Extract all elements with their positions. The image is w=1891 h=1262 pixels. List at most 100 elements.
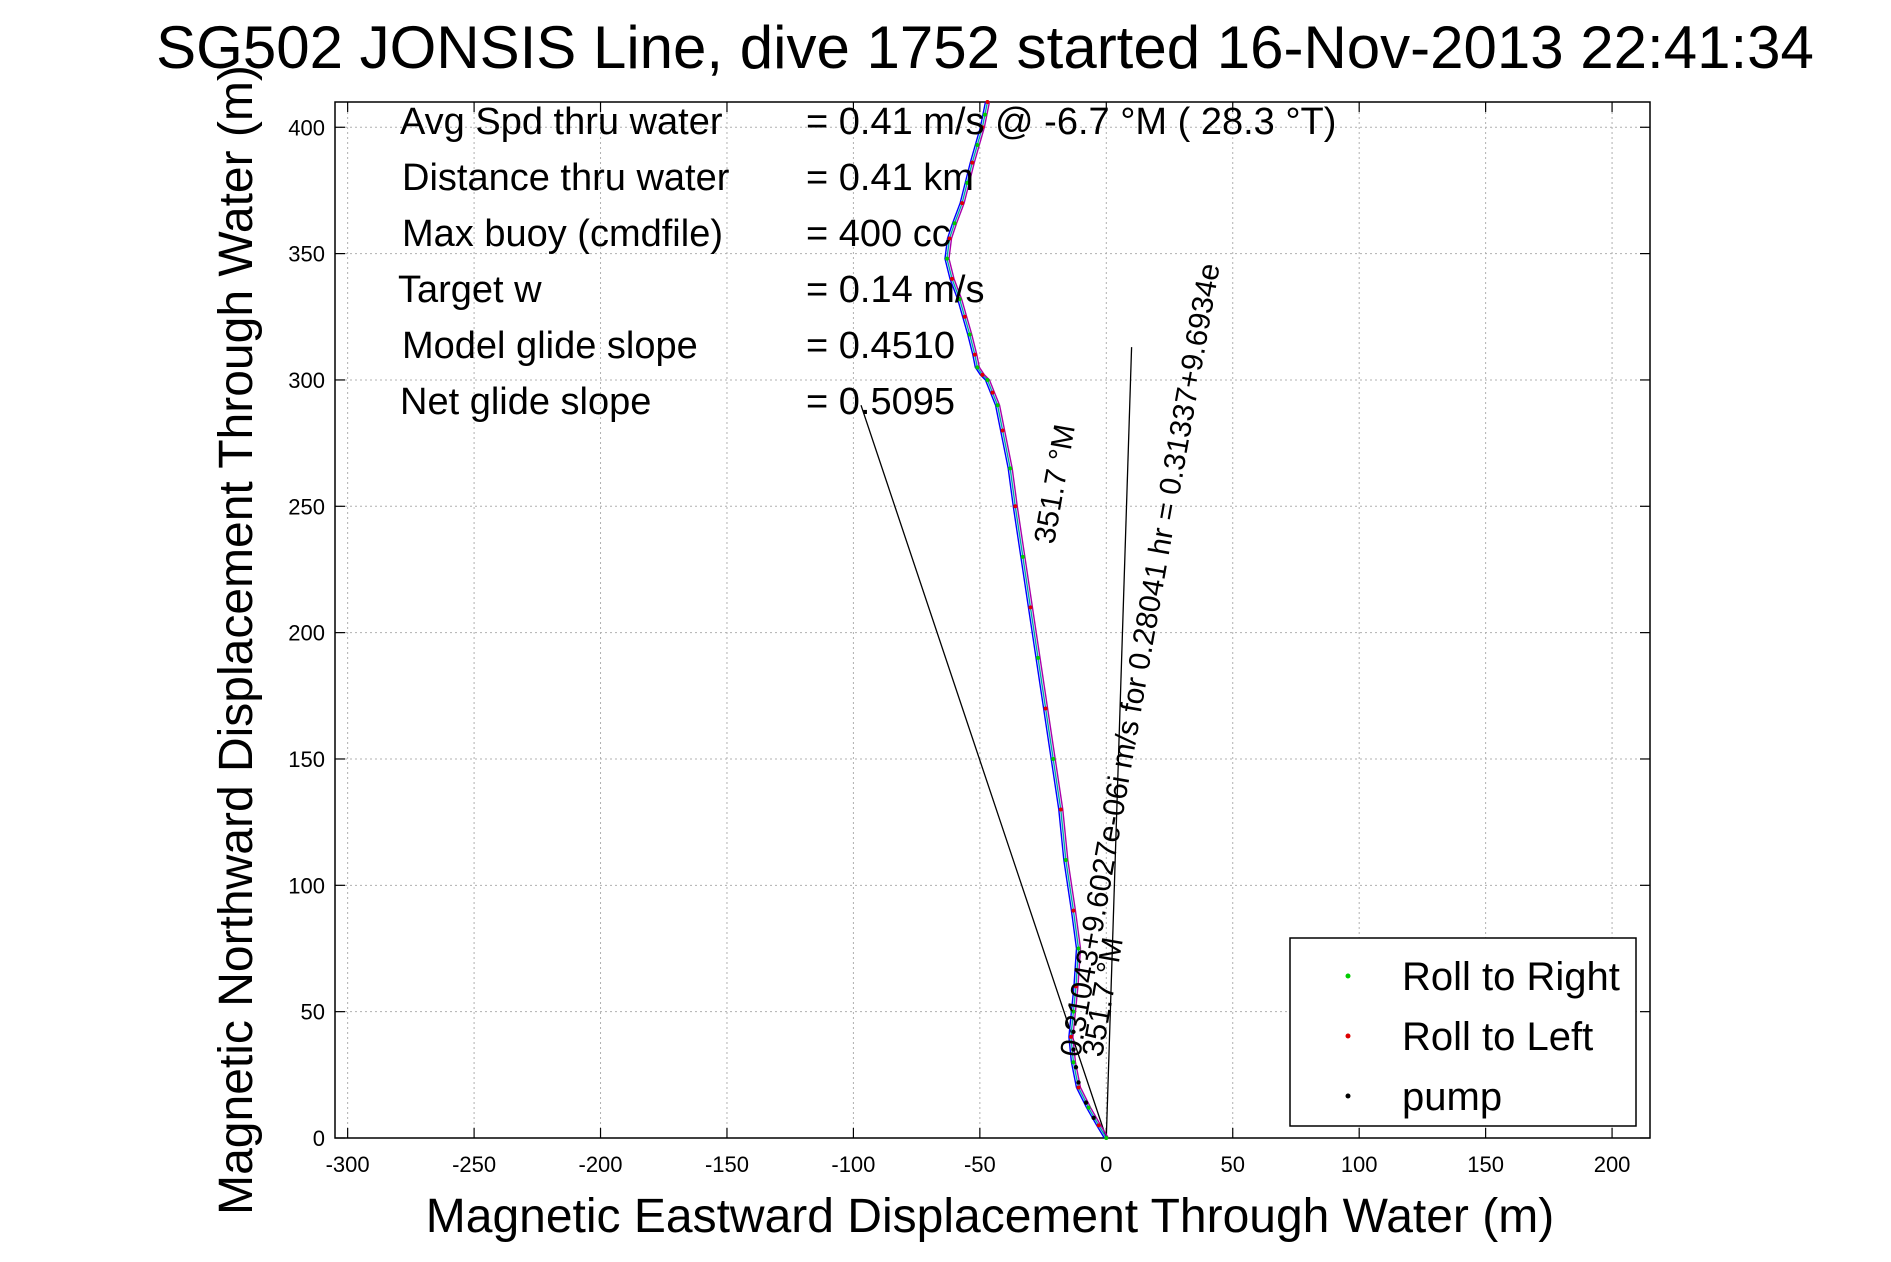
roll-left-point — [1058, 807, 1063, 812]
roll-right-point — [1071, 1060, 1076, 1065]
x-tick-label: -50 — [964, 1152, 996, 1177]
roll-left-point — [1076, 1085, 1081, 1090]
velocity-annotation: 0.31043+9.6027e-06i m/s for 0.28041 hr =… — [1054, 261, 1226, 1059]
roll-left-point — [1096, 1123, 1101, 1128]
stat-label: Distance thru water — [402, 157, 730, 199]
reference-line — [860, 405, 1107, 1139]
roll-left-point — [1043, 706, 1048, 711]
heading-annotation-upper: 351.7 °M — [1028, 422, 1081, 546]
roll-right-point — [967, 332, 972, 337]
x-tick-label: 200 — [1594, 1152, 1631, 1177]
roll-right-point — [975, 365, 980, 370]
roll-left-point — [1013, 504, 1018, 509]
roll-right-point — [952, 221, 957, 226]
roll-right-point — [1104, 1136, 1109, 1140]
roll-right-point — [1051, 756, 1056, 761]
roll-left-point — [960, 201, 965, 206]
x-ticks: -300 -250 -200 -150 -100 -50 0 50 100 150 200 — [326, 102, 1631, 1177]
x-tick-label: 100 — [1341, 1152, 1378, 1177]
pump-point — [1076, 1080, 1081, 1085]
stats-panel: Avg Spd thru water = 0.41 m/s @ -6.7 °M … — [398, 101, 1336, 423]
reference-lines — [860, 347, 1133, 1139]
roll-left-point — [947, 236, 952, 241]
y-axis-label: Magnetic Northward Displacement Through … — [210, 65, 263, 1215]
roll-left-point — [962, 314, 967, 319]
roll-right-point — [1008, 466, 1013, 471]
roll-right-point — [944, 256, 949, 261]
y-tick-label: 250 — [288, 494, 325, 519]
roll-left-point — [1000, 428, 1005, 433]
track — [944, 101, 1109, 1139]
y-tick-label: 50 — [301, 1000, 325, 1025]
pump-point — [1071, 1029, 1076, 1035]
stat-label: Avg Spd thru water — [400, 101, 723, 143]
roll-right-point — [1071, 1009, 1076, 1014]
x-tick-label: 0 — [1100, 1152, 1112, 1177]
pump-point — [1083, 1100, 1089, 1105]
roll-left-point — [980, 372, 985, 377]
y-ticks: 0 50 100 150 200 250 300 350 400 — [288, 115, 1650, 1151]
pump-point — [1091, 1115, 1096, 1120]
stat-label: Net glide slope — [400, 381, 651, 423]
pump-point — [1071, 1047, 1076, 1052]
roll-right-point — [957, 297, 962, 302]
stat-value: = 0.4510 — [806, 325, 955, 367]
data-points — [944, 100, 1109, 1140]
y-tick-label: 300 — [288, 368, 325, 393]
roll-left-point — [990, 390, 995, 395]
pump-point — [1073, 1065, 1079, 1070]
roll-right-point — [985, 377, 990, 382]
reference-line — [1105, 347, 1133, 1139]
roll-right-point — [965, 180, 970, 185]
roll-left-point — [1028, 605, 1033, 610]
roll-left-point — [970, 160, 975, 165]
roll-right-point — [1020, 554, 1025, 559]
legend-label-roll-left: Roll to Left — [1402, 1015, 1593, 1059]
legend-marker-roll-right — [1345, 973, 1351, 979]
x-tick-label: -200 — [579, 1152, 623, 1177]
x-tick-label: -150 — [705, 1152, 749, 1177]
stat-value: = 400 cc — [806, 213, 951, 255]
x-axis-label: Magnetic Eastward Displacement Through W… — [426, 1190, 1554, 1243]
y-tick-label: 100 — [288, 873, 325, 898]
stat-value: = 0.41 km — [806, 157, 974, 199]
track-line — [944, 101, 1105, 1139]
roll-left-point — [985, 100, 990, 104]
legend: Roll to Right Roll to Left pump — [1289, 937, 1637, 1127]
roll-right-point — [1036, 655, 1041, 660]
x-tick-label: 50 — [1220, 1152, 1244, 1177]
stat-label: Target w — [398, 269, 542, 311]
y-tick-label: 0 — [313, 1126, 325, 1151]
roll-right-point — [1086, 1105, 1091, 1110]
legend-marker-pump — [1345, 1093, 1351, 1099]
stat-label: Max buoy (cmdfile) — [402, 213, 723, 255]
roll-left-point — [950, 276, 955, 281]
stat-label: Model glide slope — [402, 325, 698, 367]
stat-value: = 0.14 m/s — [806, 269, 984, 311]
track-line — [948, 101, 1109, 1139]
y-tick-label: 200 — [288, 621, 325, 646]
x-tick-label: -300 — [326, 1152, 370, 1177]
roll-left-point — [1073, 984, 1078, 989]
x-tick-label: -250 — [452, 1152, 496, 1177]
roll-right-point — [1076, 946, 1081, 951]
roll-left-point — [972, 352, 977, 357]
chart-title: SG502 JONSIS Line, dive 1752 started 16-… — [156, 14, 1814, 81]
annotations: 0.31043+9.6027e-06i m/s for 0.28041 hr =… — [1028, 261, 1226, 1059]
y-tick-label: 400 — [288, 115, 325, 140]
legend-label-pump: pump — [1402, 1075, 1502, 1119]
track-line — [946, 101, 1107, 1139]
roll-right-point — [975, 142, 980, 147]
roll-left-point — [1071, 908, 1076, 913]
stat-value: = 0.5095 — [806, 381, 955, 423]
roll-right-point — [982, 112, 987, 117]
x-tick-label: -100 — [831, 1152, 875, 1177]
stat-value: = 0.41 m/s @ -6.7 °M ( 28.3 °T) — [806, 101, 1336, 143]
roll-left-point — [1068, 1034, 1073, 1039]
x-tick-label: 150 — [1467, 1152, 1504, 1177]
y-tick-label: 150 — [288, 747, 325, 772]
legend-label-roll-right: Roll to Right — [1402, 955, 1620, 999]
y-tick-label: 350 — [288, 242, 325, 267]
roll-right-point — [995, 403, 1000, 408]
